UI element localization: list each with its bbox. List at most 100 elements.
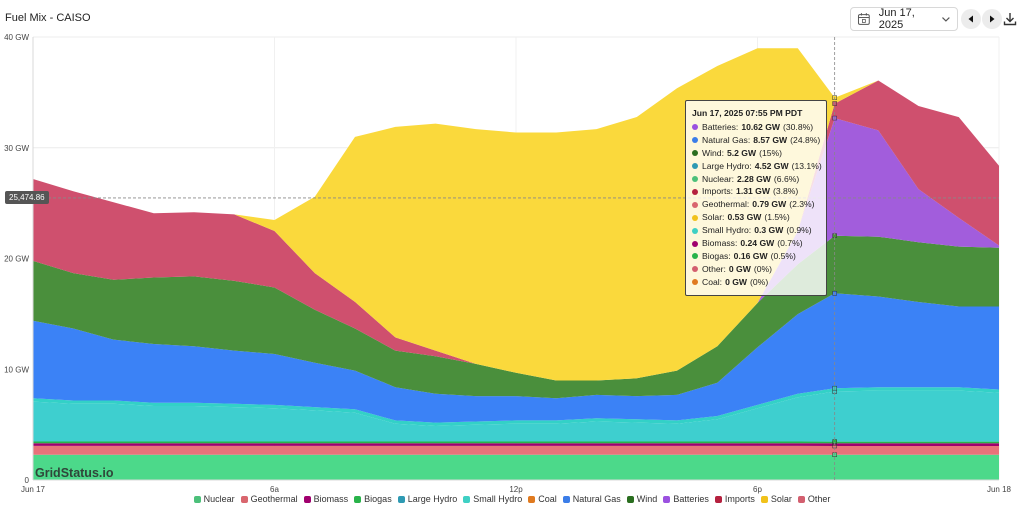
tooltip-row: Other: 0 GW (0%) [692, 263, 820, 276]
tooltip-row: Geothermal: 0.79 GW (2.3%) [692, 198, 820, 211]
area-imports[interactable] [33, 80, 999, 381]
legend-item-other[interactable]: Other [797, 494, 831, 504]
tooltip-dot [692, 137, 698, 144]
tooltip-row: Solar: 0.53 GW (1.5%) [692, 211, 820, 224]
legend-swatch [797, 495, 805, 503]
legend-item-large-hydro[interactable]: Large Hydro [397, 494, 458, 504]
tooltip-series-name: Natural Gas: [702, 134, 751, 145]
y-tick-label: 10 GW [4, 365, 29, 374]
previous-day-button[interactable] [961, 9, 981, 29]
tooltip-series-name: Biogas: [702, 250, 731, 261]
area-biomass[interactable] [33, 443, 999, 446]
legend-label: Wind [636, 494, 658, 504]
tooltip-series-name: Large Hydro: [702, 160, 752, 171]
legend-item-natural-gas[interactable]: Natural Gas [562, 494, 621, 504]
y-tick-label: 40 GW [4, 33, 29, 42]
legend-label: Geothermal [250, 494, 298, 504]
tooltip-row: Wind: 5.2 GW (15%) [692, 147, 820, 160]
tooltip-series-name: Coal: [702, 276, 723, 287]
tooltip-series-percent: (6.6%) [773, 173, 800, 184]
tooltip-series-name: Nuclear: [702, 173, 734, 184]
legend-item-geothermal[interactable]: Geothermal [240, 494, 298, 504]
x-tick-label: 12p [509, 485, 523, 494]
tooltip-row: Batteries: 10.62 GW (30.8%) [692, 121, 820, 134]
tooltip-series-percent: (2.3%) [789, 199, 815, 210]
legend-label: Other [807, 494, 831, 504]
legend-item-solar[interactable]: Solar [760, 494, 792, 504]
legend-item-imports[interactable]: Imports [714, 494, 755, 504]
legend-item-biomass[interactable]: Biomass [303, 494, 349, 504]
legend-swatch [528, 495, 536, 503]
page-title: Fuel Mix - CAISO [5, 12, 91, 24]
legend-item-wind[interactable]: Wind [626, 494, 658, 504]
legend-label: Coal [538, 494, 557, 504]
legend-swatch [463, 495, 471, 503]
tooltip-row: Coal: 0 GW (0%) [692, 276, 820, 289]
tooltip-dot [692, 150, 698, 157]
tooltip-series-percent: (0%) [750, 276, 769, 287]
tooltip-dot [692, 124, 698, 131]
legend-item-nuclear[interactable]: Nuclear [193, 494, 235, 504]
tooltip-row: Small Hydro: 0.3 GW (0.9%) [692, 224, 820, 237]
fuel-mix-chart[interactable]: 0 10 GW 20 GW 30 GW 40 GW Jun 17 6a 12p 6p Jun 18… [0, 0, 1024, 494]
tooltip-series-value: 8.57 GW [753, 134, 788, 145]
tooltip-dot [692, 163, 698, 170]
x-tick-label: 6p [753, 485, 762, 494]
area-geothermal[interactable] [33, 445, 999, 455]
legend-label: Biomass [313, 494, 349, 504]
tooltip-series-percent: (1.5%) [764, 212, 790, 223]
tooltip-series-value: 4.52 GW [754, 160, 789, 171]
y-tick-label: 30 GW [4, 144, 29, 153]
tooltip-row: Natural Gas: 8.57 GW (24.8%) [692, 134, 820, 147]
download-icon[interactable] [1002, 11, 1018, 27]
tooltip-series-name: Geothermal: [702, 199, 750, 210]
legend-item-coal[interactable]: Coal [528, 494, 557, 504]
tooltip-dot [692, 279, 698, 286]
tooltip-series-percent: (13.1%) [791, 160, 822, 171]
tooltip-series-name: Wind: [702, 147, 724, 158]
tooltip-dot [692, 175, 698, 182]
tooltip-row: Biogas: 0.16 GW (0.5%) [692, 250, 820, 263]
area-biogas[interactable] [33, 441, 999, 444]
next-day-button[interactable] [982, 9, 1002, 29]
legend-swatch [397, 495, 405, 503]
tooltip-series-value: 0 GW [725, 276, 748, 287]
legend-item-batteries[interactable]: Batteries [663, 494, 709, 504]
tooltip-series-name: Biomass: [702, 238, 738, 249]
legend-label: Natural Gas [572, 494, 621, 504]
legend-swatch [760, 495, 768, 503]
legend-label: Large Hydro [407, 494, 458, 504]
tooltip-series-value: 2.28 GW [737, 173, 771, 184]
area-natural-gas[interactable] [33, 293, 999, 423]
legend-swatch [663, 495, 671, 503]
tooltip-series-value: 0.16 GW [733, 250, 768, 261]
tooltip-dot [692, 188, 698, 195]
tooltip-row: Nuclear: 2.28 GW (6.6%) [692, 173, 820, 186]
crosshair-layer [33, 37, 999, 480]
tooltip-title: Jun 17, 2025 07:55 PM PDT [692, 108, 803, 118]
tooltip-series-value: 0.53 GW [727, 212, 762, 223]
area-large-hydro[interactable] [33, 390, 999, 442]
tooltip-row: Large Hydro: 4.52 GW (13.1%) [692, 160, 822, 173]
legend-swatch [626, 495, 634, 503]
legend: Nuclear Geothermal Biomass Biogas Large Hydr… [0, 494, 1024, 504]
legend-swatch [354, 495, 362, 503]
area-small-hydro[interactable] [33, 387, 999, 426]
chevron-right-icon [990, 15, 995, 23]
legend-item-biogas[interactable]: Biogas [354, 494, 392, 504]
date-picker[interactable]: Jun 17, 2025 [850, 7, 958, 31]
legend-swatch [240, 495, 248, 503]
tooltip-series-value: 0 GW [728, 263, 751, 274]
tooltip-series-name: Small Hydro: [702, 225, 752, 236]
legend-swatch [193, 495, 201, 503]
axis-layer: 0 10 GW 20 GW 30 GW 40 GW Jun 17 6a 12p 6p Jun 18 [4, 33, 1011, 494]
legend-item-small-hydro[interactable]: Small Hydro [463, 494, 522, 504]
area-wind[interactable] [33, 235, 999, 399]
legend-swatch [303, 495, 311, 503]
area-nuclear[interactable] [33, 454, 999, 480]
tooltip-series-percent: (30.8%) [783, 121, 814, 132]
x-tick-label: Jun 17 [21, 485, 46, 494]
chevron-left-icon [968, 15, 973, 23]
legend-swatch [714, 495, 722, 503]
tooltip-series-name: Other: [702, 263, 726, 274]
